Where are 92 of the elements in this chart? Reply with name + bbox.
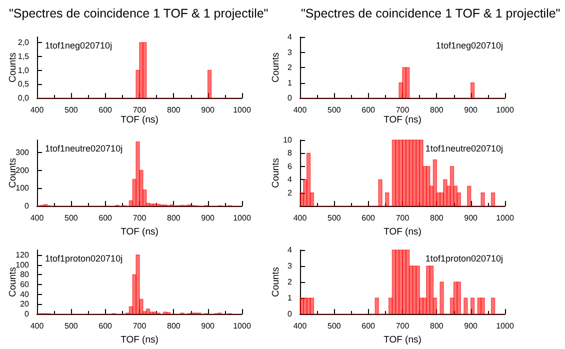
y-tick-label: 1: [288, 294, 293, 302]
annotation: 1tof1neutre020710j: [425, 144, 504, 154]
x-tick-label: 400: [30, 322, 44, 330]
y-tick-label: 200: [16, 166, 30, 175]
x-tick-label: 700: [396, 214, 410, 222]
x-tick-label: 1000: [496, 322, 514, 330]
y-tick-label: 2: [288, 278, 293, 286]
x-axis-title: TOF (ns): [384, 334, 422, 346]
y-tick-label: 10: [283, 136, 293, 144]
y-tick-label: 3: [288, 48, 293, 57]
x-tick-label: 1000: [233, 214, 252, 222]
x-tick-label: 900: [464, 322, 478, 330]
x-tick-label: 500: [327, 106, 342, 114]
y-tick-label: 0: [24, 202, 30, 210]
x-tick-label: 600: [98, 214, 113, 222]
y-tick-label: 6: [288, 162, 293, 171]
y-tick-label: 4: [288, 32, 293, 42]
annotation: 1tof1proton020710j: [425, 254, 504, 264]
y-tick-label: 4: [288, 246, 293, 254]
y-axis-title: Counts: [270, 158, 282, 188]
y-tick-label: 60: [20, 280, 30, 289]
x-tick-label: 900: [201, 322, 216, 330]
x-tick-label: 800: [430, 214, 444, 222]
x-tick-label: 1000: [233, 106, 252, 114]
y-tick-label: 3: [288, 262, 293, 270]
annotation: 1tof1neutre020710j: [45, 144, 123, 154]
x-tick-label: 500: [327, 322, 342, 330]
y-tick-label: 0: [24, 310, 30, 318]
x-axis-title: TOF (ns): [384, 226, 422, 238]
y-tick-label: 120: [16, 250, 30, 260]
x-tick-label: 1000: [496, 214, 514, 222]
x-tick-label: 1000: [233, 322, 252, 330]
y-tick-label: 100: [16, 184, 30, 193]
y-tick-label: 300: [16, 148, 30, 157]
x-tick-label: 700: [132, 106, 147, 114]
chart-title: "Spectres de coincidence 1 TOF & 1 projectile": [301, 6, 560, 20]
x-axis-title: TOF (ns): [384, 114, 422, 126]
annotation: 1tof1proton020710j: [45, 254, 123, 264]
y-tick-label: 2: [288, 188, 293, 198]
x-tick-label: 700: [132, 214, 147, 222]
x-tick-label: 500: [327, 214, 342, 222]
x-tick-label: 600: [98, 322, 113, 330]
annotation: 1tof1neg020710j: [45, 40, 112, 50]
y-tick-label: 8: [288, 148, 293, 158]
y-tick-label: 0: [288, 94, 293, 102]
y-tick-label: 0,0: [18, 94, 30, 102]
x-tick-label: 1000: [496, 106, 514, 114]
x-tick-label: 900: [464, 106, 478, 114]
y-tick-label: 2: [288, 63, 293, 72]
y-tick-label: 1,0: [18, 66, 30, 75]
annotation: 1tof1neg020710j: [436, 40, 504, 50]
y-tick-label: 40: [20, 290, 30, 299]
x-tick-label: 800: [166, 322, 181, 330]
x-tick-label: 600: [362, 214, 376, 222]
x-tick-label: 700: [396, 106, 410, 114]
y-tick-label: 4: [288, 175, 293, 184]
x-tick-label: 700: [132, 322, 147, 330]
y-axis-title: Counts: [270, 52, 282, 83]
x-tick-label: 500: [64, 106, 78, 114]
y-tick-label: 80: [20, 270, 30, 280]
y-axis-title: Counts: [8, 52, 18, 83]
x-tick-label: 800: [166, 214, 181, 222]
y-tick-label: 0: [288, 310, 293, 318]
x-tick-label: 900: [201, 106, 216, 114]
x-axis-title: TOF (ns): [120, 334, 158, 346]
x-tick-label: 600: [362, 322, 376, 330]
x-tick-label: 500: [64, 214, 78, 222]
y-axis-title: Counts: [8, 266, 18, 298]
y-tick-label: 0,5: [18, 80, 30, 89]
y-axis-title: Counts: [270, 266, 282, 298]
x-tick-label: 400: [293, 214, 308, 222]
y-tick-label: 100: [16, 260, 30, 270]
x-axis-title: TOF (ns): [120, 226, 158, 238]
x-tick-label: 400: [293, 106, 308, 114]
x-tick-label: 700: [396, 322, 410, 330]
x-tick-label: 400: [293, 322, 308, 330]
x-tick-label: 900: [464, 214, 478, 222]
x-tick-label: 600: [362, 106, 376, 114]
x-tick-label: 800: [430, 106, 444, 114]
x-tick-label: 800: [430, 322, 444, 330]
x-tick-label: 500: [64, 322, 78, 330]
chart-title: "Spectres de coincidence 1 TOF & 1 projectile": [9, 6, 268, 20]
x-tick-label: 400: [30, 214, 44, 222]
y-tick-label: 1: [288, 78, 293, 88]
y-tick-label: 2,0: [18, 38, 30, 48]
x-tick-label: 400: [30, 106, 44, 114]
y-tick-label: 20: [20, 300, 30, 309]
x-tick-label: 800: [166, 106, 181, 114]
x-tick-label: 900: [201, 214, 216, 222]
y-tick-label: 1,5: [18, 52, 30, 61]
x-axis-title: TOF (ns): [120, 114, 158, 126]
x-tick-label: 600: [98, 106, 113, 114]
